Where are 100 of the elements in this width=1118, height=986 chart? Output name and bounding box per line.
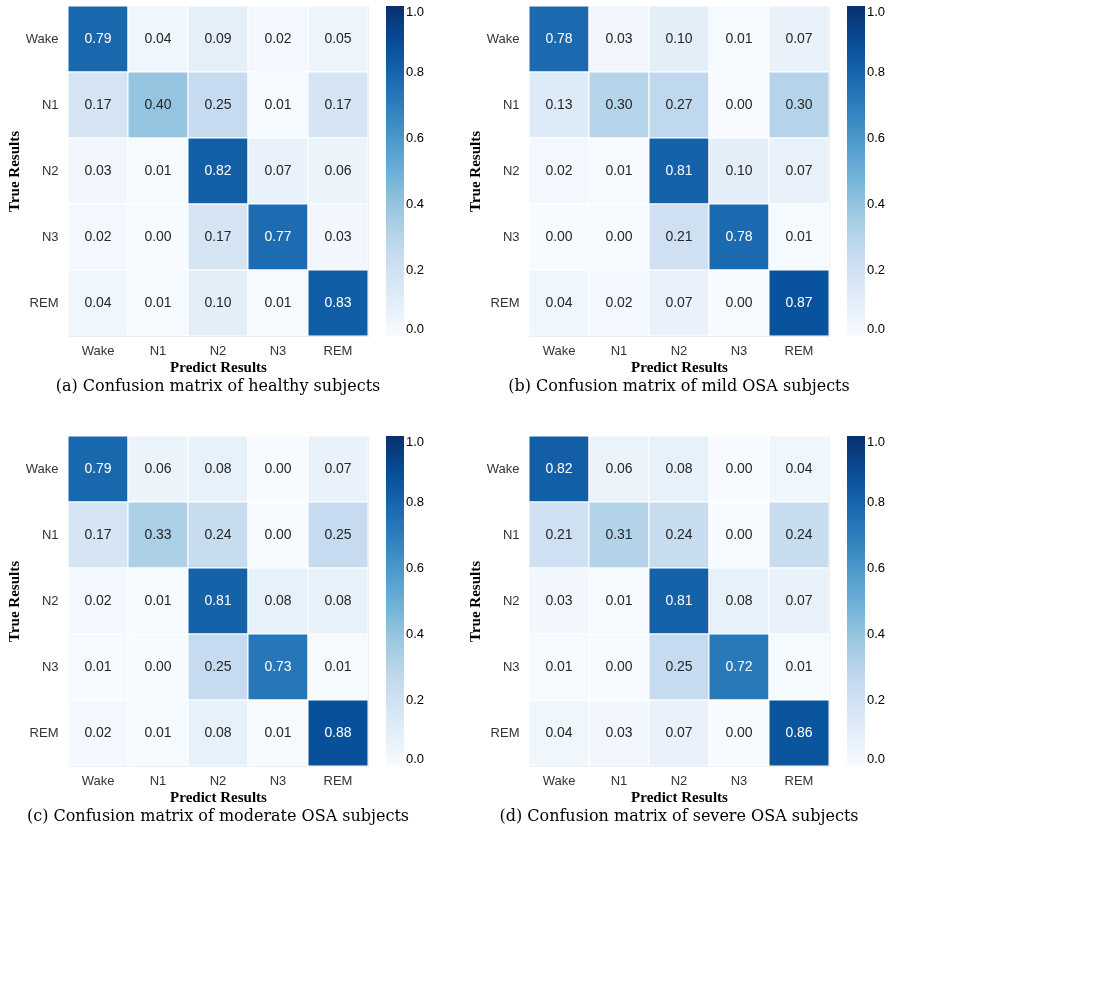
data-label: 0.00 <box>144 228 172 244</box>
color-bar-label: 0.0 <box>406 751 425 766</box>
data-label: 0.01 <box>785 658 813 674</box>
y-tick-label: Wake <box>486 31 520 46</box>
data-label: 0.09 <box>204 30 232 46</box>
color-bar-label: 0.6 <box>867 560 886 575</box>
data-label: 0.08 <box>324 592 352 608</box>
data-label: 0.82 <box>545 460 573 476</box>
data-label: 0.02 <box>545 162 573 178</box>
x-tick-label: REM <box>784 342 814 358</box>
data-label: 0.07 <box>665 724 693 740</box>
y-tick-label: N3 <box>41 659 59 674</box>
data-label: 0.04 <box>545 294 573 310</box>
y-tick-label: N1 <box>41 527 59 542</box>
data-label: 0.07 <box>665 294 693 310</box>
color-bar-label: 0.2 <box>406 262 425 277</box>
y-tick-label: N2 <box>41 163 59 178</box>
data-label: 0.01 <box>725 30 753 46</box>
data-label: 0.03 <box>84 162 112 178</box>
data-label: 0.01 <box>144 592 172 608</box>
x-tick-label: N3 <box>730 772 748 788</box>
data-label: 0.00 <box>725 526 753 542</box>
y-tick-label: REM <box>29 295 59 310</box>
data-label: 0.02 <box>264 30 292 46</box>
data-label: 0.00 <box>144 658 172 674</box>
data-label: 0.81 <box>665 162 693 178</box>
data-label: 0.78 <box>545 30 573 46</box>
data-label: 0.00 <box>725 96 753 112</box>
y-tick-label: N2 <box>41 593 59 608</box>
data-label: 0.79 <box>84 460 112 476</box>
data-label: 0.10 <box>725 162 753 178</box>
data-label: 0.30 <box>785 96 813 112</box>
y-tick-label: Wake <box>25 461 59 476</box>
data-label: 0.10 <box>665 30 693 46</box>
color-bar-label: 0.8 <box>867 64 886 79</box>
data-label: 0.78 <box>725 228 753 244</box>
data-label: 0.07 <box>324 460 352 476</box>
color-bar-label: 0.4 <box>406 626 425 641</box>
x-tick-label: REM <box>323 772 353 788</box>
data-label: 0.73 <box>264 658 292 674</box>
x-axis-title: Predict Results <box>170 788 268 805</box>
x-tick-label: N2 <box>209 342 227 358</box>
y-tick-label: N3 <box>502 229 520 244</box>
x-tick-label: N2 <box>670 772 688 788</box>
color-bar-label: 0.0 <box>406 321 425 336</box>
x-tick-label: N1 <box>149 772 167 788</box>
x-tick-label: N1 <box>610 772 628 788</box>
data-label: 0.13 <box>545 96 573 112</box>
color-bar-label: 1.0 <box>867 434 886 449</box>
x-tick-label: N3 <box>269 342 287 358</box>
y-tick-label: N3 <box>41 229 59 244</box>
x-tick-label: N3 <box>730 342 748 358</box>
data-label: 0.81 <box>665 592 693 608</box>
text: (a) Confusion matrix of healthy subjects <box>55 376 381 395</box>
data-label: 0.05 <box>324 30 352 46</box>
data-label: 0.17 <box>204 228 232 244</box>
color-bar-label: 0.6 <box>406 130 425 145</box>
y-axis-title: True Results <box>5 560 22 642</box>
color-bar-label: 1.0 <box>867 4 886 19</box>
data-label: 0.01 <box>785 228 813 244</box>
text: (b) Confusion matrix of mild OSA subjects <box>508 376 850 395</box>
data-label: 0.33 <box>144 526 172 542</box>
data-label: 0.00 <box>725 294 753 310</box>
data-label: 0.08 <box>665 460 693 476</box>
color-bar-label: 0.0 <box>867 751 886 766</box>
data-label: 0.10 <box>204 294 232 310</box>
data-label: 0.01 <box>264 294 292 310</box>
data-label: 0.86 <box>785 724 813 740</box>
data-label: 0.04 <box>84 294 112 310</box>
y-tick-label: N1 <box>502 97 520 112</box>
data-label: 0.24 <box>665 526 693 542</box>
y-tick-label: REM <box>29 725 59 740</box>
y-tick-label: N2 <box>502 593 520 608</box>
data-label: 0.25 <box>665 658 693 674</box>
data-label: 0.00 <box>725 460 753 476</box>
y-axis-title: True Results <box>466 560 483 642</box>
data-label: 0.25 <box>204 96 232 112</box>
data-label: 0.30 <box>605 96 633 112</box>
data-label: 0.00 <box>605 658 633 674</box>
color-bar-label: 0.6 <box>406 560 425 575</box>
data-label: 0.81 <box>204 592 232 608</box>
color-bar-label: 0.6 <box>867 130 886 145</box>
data-label: 0.04 <box>144 30 172 46</box>
data-label: 0.21 <box>665 228 693 244</box>
data-label: 0.01 <box>264 724 292 740</box>
x-tick-label: Wake <box>542 772 576 788</box>
data-label: 0.07 <box>264 162 292 178</box>
data-label: 0.00 <box>545 228 573 244</box>
data-label: 0.03 <box>605 724 633 740</box>
y-axis-title: True Results <box>466 130 483 212</box>
data-label: 0.77 <box>264 228 292 244</box>
data-label: 0.17 <box>84 96 112 112</box>
data-label: 0.03 <box>324 228 352 244</box>
x-tick-label: N2 <box>670 342 688 358</box>
data-label: 0.04 <box>545 724 573 740</box>
data-label: 0.01 <box>605 592 633 608</box>
data-label: 0.31 <box>605 526 633 542</box>
data-label: 0.17 <box>84 526 112 542</box>
data-label: 0.24 <box>204 526 232 542</box>
y-tick-label: Wake <box>486 461 520 476</box>
